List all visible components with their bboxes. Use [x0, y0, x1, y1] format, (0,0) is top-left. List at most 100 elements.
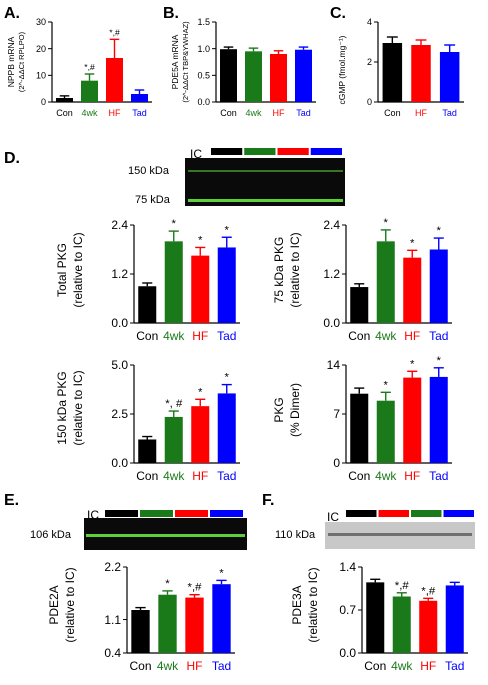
chart-d3-ytick-label: 2.5 — [111, 407, 128, 421]
blot-d-band-150 — [188, 170, 343, 172]
chart-f-xtick-label: Con — [364, 659, 386, 673]
chart-b-xtick-label: 4wk — [245, 108, 262, 118]
blot-e-ic-lane-hf — [175, 510, 208, 517]
blot-d-150kda-label: 150 kDa — [128, 165, 170, 177]
chart-b-xtick-label: Con — [220, 108, 237, 118]
chart-d2-bar-4wk — [376, 241, 395, 323]
ylabel-a: NPPB mRNA — [6, 36, 16, 87]
chart-c: 0 2 4 Con HF Tad — [367, 17, 464, 118]
chart-a-ytick-label: 10 — [36, 70, 46, 80]
chart-a-ytick-label: 20 — [36, 44, 46, 54]
chart-e-annotation: *,# — [188, 582, 203, 594]
ylabel-d3-2: (relative to IC) — [71, 370, 85, 445]
chart-d4-annotation: * — [384, 379, 389, 391]
panel-letter-f: F. — [262, 492, 274, 509]
chart-e: 0.4 1.1 2.2 Con * 4wk *,# HF * Tad — [104, 560, 235, 673]
chart-d1-ytick-label: 2.4 — [111, 218, 128, 232]
chart-d4-bar-4wk — [376, 400, 395, 463]
blot-e-ic-lane-con — [105, 510, 138, 517]
chart-d3-ytick-label: 0.0 — [111, 456, 128, 470]
chart-d4-xtick-label: Con — [348, 469, 370, 483]
blot-e-ic-lane-4wk — [140, 510, 173, 517]
chart-d4-bar-tad — [429, 376, 448, 463]
chart-c-xtick-label: Tad — [442, 108, 457, 118]
chart-d1-xtick-label: Tad — [217, 329, 236, 343]
blot-e-kda-label: 106 kDa — [30, 529, 72, 541]
blot-d-ic-label: IC — [190, 147, 202, 161]
chart-f-bar-tad — [445, 585, 464, 653]
chart-e-annotation: * — [165, 578, 170, 590]
chart-d1: 0.0 1.2 2.4 Con * 4wk * HF * Tad — [111, 218, 240, 343]
chart-c-ytick-label: 4 — [367, 17, 372, 27]
chart-a-ytick-label: 30 — [36, 17, 46, 27]
chart-d3-xtick-label: HF — [192, 469, 208, 483]
chart-d4-annotation: * — [437, 355, 442, 367]
blot-d-ic-lane-con — [211, 148, 243, 155]
chart-d1-annotation: * — [172, 218, 177, 230]
chart-b-xtick-label: HF — [273, 108, 285, 118]
ylabel-d2-2: (relative to IC) — [288, 232, 302, 307]
chart-b-bar-hf — [270, 54, 287, 102]
chart-d3-bar-con — [138, 439, 157, 463]
chart-d1-annotation: * — [198, 234, 203, 246]
ylabel-a-2: (2^-ΔΔCt RPLPO) — [17, 31, 26, 92]
chart-b-bar-4wk — [245, 51, 262, 102]
chart-a-annotation: *,# — [84, 62, 95, 72]
ylabel-d1-2: (relative to IC) — [71, 232, 85, 307]
chart-e-xtick-label: Tad — [212, 659, 231, 673]
chart-c-ytick-label: 0 — [367, 97, 372, 107]
chart-f-ytick-label: 1.4 — [339, 560, 356, 574]
chart-b-xtick-label: Tad — [296, 108, 311, 118]
chart-e-xtick-label: Con — [129, 659, 151, 673]
panel-letter-d: D. — [4, 150, 20, 167]
ylabel-b-2: (2^-ΔΔCt TBP&YWHAZ) — [181, 21, 190, 103]
chart-e-ytick-label: 2.2 — [104, 560, 121, 574]
chart-d2-bar-tad — [429, 249, 448, 323]
blot-d-ic-lane-4wk — [244, 148, 276, 155]
chart-d3-xtick-label: 4wk — [163, 469, 185, 483]
chart-d1-xtick-label: 4wk — [163, 329, 185, 343]
ylabel-f: PDE3A — [290, 585, 304, 624]
chart-d4-bar-con — [350, 393, 369, 463]
chart-d1-xtick-label: HF — [192, 329, 208, 343]
chart-c-ytick-label: 2 — [367, 57, 372, 67]
blot-d-membrane — [185, 158, 345, 206]
panel-letter-a: A. — [4, 5, 20, 22]
chart-d3-ytick-label: 5.0 — [111, 358, 128, 372]
chart-d2-ytick-label: 2.4 — [323, 218, 340, 232]
chart-a-xtick-label: 4wk — [81, 108, 98, 118]
blot-d-band-75 — [188, 199, 343, 202]
chart-c-bar-hf — [411, 45, 431, 102]
chart-d1-ytick-label: 0.0 — [111, 316, 128, 330]
chart-a-bar-tad — [131, 94, 148, 102]
chart-e-bar-tad — [212, 584, 231, 653]
panel-letter-e: E. — [4, 492, 19, 509]
chart-b-bar-tad — [295, 49, 312, 102]
chart-c-xtick-label: HF — [415, 108, 427, 118]
chart-d2-xtick-label: HF — [404, 329, 420, 343]
chart-c-bar-tad — [439, 52, 460, 102]
chart-d4-xtick-label: 4wk — [375, 469, 397, 483]
chart-c-bar-con — [382, 43, 403, 102]
chart-e-ytick-label: 1.1 — [104, 613, 121, 627]
chart-f-bar-4wk — [392, 596, 411, 653]
chart-d2-annotation: * — [384, 217, 389, 229]
chart-d1-bar-con — [138, 286, 157, 323]
chart-b-ytick-label: 1.0 — [197, 44, 210, 54]
chart-a-bar-con — [56, 98, 73, 102]
chart-b-bar-con — [220, 49, 237, 102]
chart-d4-ytick-label: 0 — [333, 456, 340, 470]
chart-d3-bar-4wk — [164, 416, 183, 463]
chart-d1-bar-4wk — [164, 241, 183, 323]
blot-f-ic-lane-4wk — [411, 510, 442, 517]
chart-d2-xtick-label: Con — [348, 329, 370, 343]
chart-f-xtick-label: HF — [420, 659, 436, 673]
chart-f-ytick-label: 0.0 — [339, 646, 356, 660]
chart-b-ytick-label: 0.0 — [197, 97, 210, 107]
blot-f-kda-label: 110 kDa — [275, 529, 316, 541]
chart-d2-annotation: * — [410, 237, 415, 249]
chart-d4-xtick-label: HF — [404, 469, 420, 483]
ylabel-d2: 75 kDa PKG — [272, 237, 286, 304]
chart-d4-xtick-label: Tad — [429, 469, 448, 483]
